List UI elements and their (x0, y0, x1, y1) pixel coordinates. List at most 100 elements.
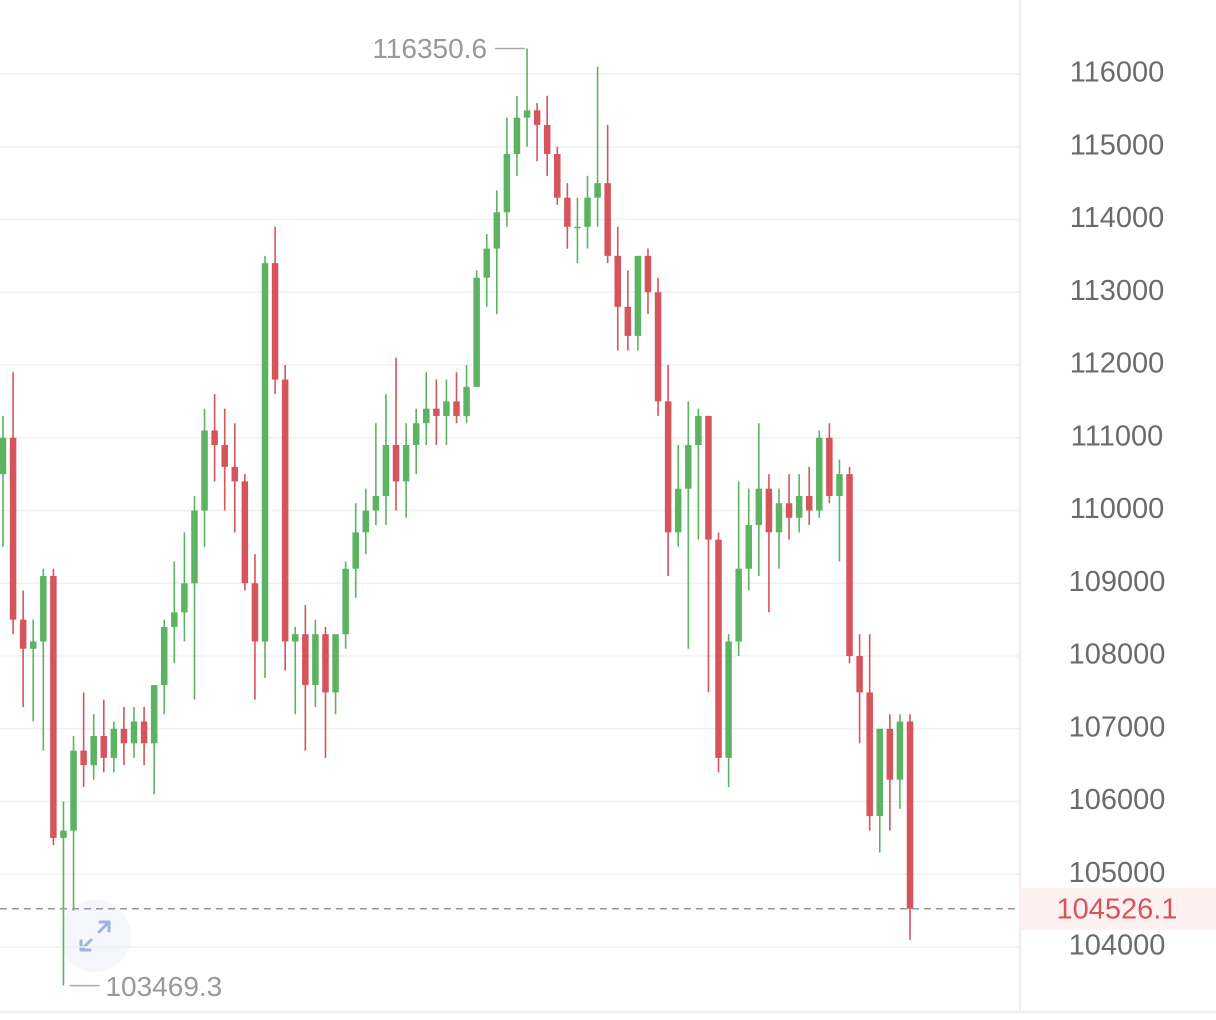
candle-body (322, 634, 329, 693)
y-tick-label: 116000 (1070, 57, 1165, 89)
candle-body (826, 437, 833, 496)
candle-body (695, 415, 702, 446)
candle-body (302, 634, 309, 686)
candle-body (140, 721, 148, 744)
candle-body (332, 634, 339, 693)
y-tick-label: 111000 (1071, 420, 1163, 452)
y-tick-label: 113000 (1070, 275, 1165, 307)
candle-body (664, 401, 672, 533)
candle-body (281, 379, 289, 642)
y-tick-label: 108000 (1069, 639, 1166, 671)
candle-body (191, 510, 198, 584)
candle-body (29, 641, 37, 649)
candle-body (745, 525, 753, 569)
candle-body (775, 503, 783, 533)
candle-body (735, 568, 742, 642)
candle-body (876, 728, 884, 817)
candle-body (705, 415, 712, 540)
y-tick-label: 112000 (1070, 348, 1165, 380)
candle-body (382, 445, 390, 496)
candle-body (483, 248, 490, 278)
min-label: 103469.3 (105, 971, 222, 1002)
candle-body (503, 154, 511, 213)
candle-body (795, 495, 803, 518)
candle-body (604, 183, 611, 256)
y-tick-label: 105000 (1069, 857, 1166, 889)
candle-body (171, 612, 178, 627)
candle-body (543, 124, 551, 155)
y-tick-label: 104000 (1069, 930, 1166, 962)
max-label: 116350.6 (372, 33, 487, 64)
candle-body (463, 386, 470, 416)
candle-body (493, 212, 501, 249)
candle-body (523, 110, 531, 118)
candle-body (423, 408, 430, 424)
candle-body (352, 532, 359, 569)
expand-bg (59, 900, 131, 972)
candle-body (80, 750, 87, 766)
candle-body (181, 583, 188, 613)
candle-body (453, 401, 460, 416)
candle-body (261, 263, 269, 642)
y-tick-label: 110000 (1070, 493, 1165, 525)
candle-body (372, 495, 380, 511)
candle-body (836, 474, 843, 496)
expand-button[interactable] (59, 900, 131, 972)
candle-body (594, 183, 601, 198)
candle-body (533, 110, 541, 125)
candle-body (816, 437, 823, 511)
candle-body (685, 445, 692, 489)
candle-body (805, 495, 813, 511)
candle-body (100, 736, 108, 758)
candle-body (241, 481, 249, 584)
candle-body (160, 626, 168, 686)
candle-body (402, 445, 410, 482)
candle-body (231, 466, 239, 482)
candle-body (715, 539, 722, 758)
candle-body (906, 721, 914, 909)
y-tick-label: 106000 (1069, 784, 1166, 816)
candle-body (271, 263, 279, 380)
candle-body (0, 437, 7, 475)
candle-body (785, 503, 793, 518)
candle-body (866, 692, 873, 817)
expand-icon (79, 920, 111, 952)
y-tick-label: 115000 (1070, 129, 1165, 161)
y-tick-label: 109000 (1069, 566, 1166, 598)
candle-body (433, 408, 440, 416)
candle-body (120, 728, 128, 744)
candle-body (513, 117, 521, 155)
candle-body (211, 430, 218, 446)
candle-body (362, 510, 370, 533)
candle-body (584, 197, 591, 227)
candle-body (90, 736, 97, 766)
candle-body (634, 255, 642, 336)
candle-body (312, 634, 319, 686)
candle-body (443, 401, 450, 416)
candle-body (624, 306, 632, 336)
candle-body (130, 721, 138, 744)
candle-body (201, 430, 208, 511)
candle-body (292, 634, 299, 642)
candle-body (110, 728, 118, 758)
candle-body (725, 641, 732, 758)
last-price-label: 104526.1 (1057, 893, 1178, 925)
candle-body (755, 488, 763, 526)
y-tick-label: 114000 (1070, 202, 1165, 234)
candle-body (896, 721, 904, 780)
candle-body (221, 445, 228, 467)
candle-body (50, 575, 57, 838)
grid (0, 73, 1020, 948)
candle-body (765, 488, 773, 533)
candle-body (60, 830, 67, 838)
last-price-bg (1020, 887, 1216, 930)
candle-body (40, 575, 47, 642)
candle-body (150, 685, 158, 744)
candle-body (564, 197, 571, 227)
candle-body (19, 619, 27, 649)
candle-body (9, 437, 17, 620)
candle-body (574, 226, 581, 229)
candle-body (846, 474, 853, 657)
candle-body (554, 154, 561, 198)
